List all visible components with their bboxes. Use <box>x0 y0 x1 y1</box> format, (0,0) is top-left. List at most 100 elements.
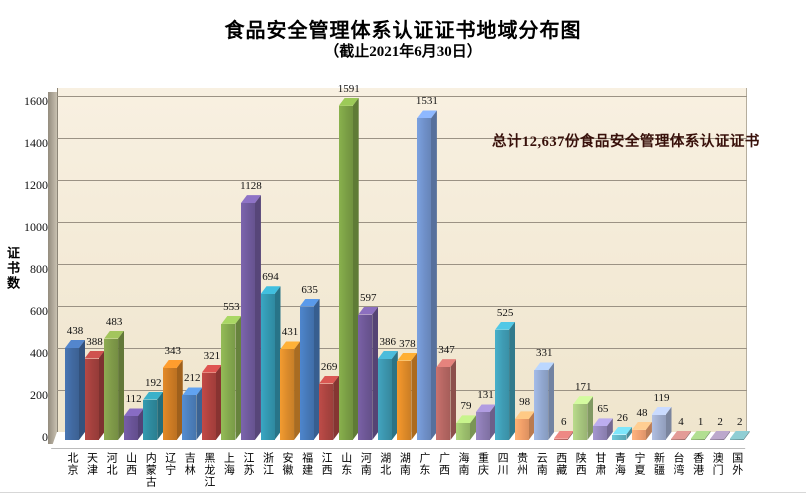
bar-top-face <box>436 359 457 368</box>
gridline <box>57 222 747 223</box>
bar-湖北 <box>377 350 398 440</box>
bar-江西 <box>319 375 340 440</box>
bar-value-label: 1591 <box>337 82 360 95</box>
bar-top-face <box>534 362 555 371</box>
bar-陕西 <box>573 396 594 440</box>
gridline <box>57 264 747 265</box>
bar-front-face <box>456 423 470 440</box>
bar-top-face <box>456 415 476 424</box>
bar-青海 <box>612 426 633 440</box>
x-tick-label: 江西 <box>320 452 333 476</box>
bar-重庆 <box>475 404 496 440</box>
bar-value-label: 347 <box>438 344 455 357</box>
bar-top-face <box>377 350 398 359</box>
bar-top-face <box>416 110 437 119</box>
x-tick-label: 四川 <box>496 452 509 476</box>
bar-海南 <box>456 415 476 440</box>
x-tick-label: 西藏 <box>554 452 567 476</box>
bar-top-face <box>65 340 85 349</box>
bar-front-face <box>299 306 314 440</box>
bar-front-face <box>651 415 666 440</box>
bar-top-face <box>260 286 281 295</box>
bar-front-face <box>710 439 725 440</box>
bar-front-face <box>143 399 158 440</box>
bar-value-label: 1 <box>697 416 704 428</box>
bar-top-face <box>475 404 496 413</box>
x-tick-label: 新疆 <box>652 452 665 476</box>
x-tick-label: 贵州 <box>515 452 528 476</box>
x-tick-label: 青海 <box>613 452 626 476</box>
x-tick-label: 河南 <box>359 452 372 476</box>
bar-value-label: 269 <box>320 360 338 373</box>
bar-side-face <box>313 298 320 440</box>
bar-value-label: 431 <box>281 326 299 339</box>
chart-title: 食品安全管理体系认证证书地域分布图 <box>224 20 582 42</box>
bar-front-face <box>397 360 412 440</box>
x-tick-label: 宁夏 <box>632 452 645 476</box>
bar-江苏 <box>240 195 261 440</box>
bar-side-face <box>294 341 301 440</box>
bar-云南 <box>534 362 555 440</box>
x-tick-label: 台湾 <box>672 452 685 476</box>
x-tick-label: 浙江 <box>261 452 274 476</box>
bar-front-face <box>377 358 392 440</box>
bar-吉林 <box>182 387 203 440</box>
bar-广西 <box>436 359 457 440</box>
bar-side-face <box>79 340 85 440</box>
x-tick-label: 河北 <box>105 452 118 476</box>
bar-front-face <box>104 338 119 440</box>
bar-top-face <box>221 315 242 324</box>
bar-辽宁 <box>162 359 183 440</box>
bar-香港 <box>690 431 711 440</box>
bar-value-label: 171 <box>575 381 592 394</box>
bar-四川 <box>495 321 516 440</box>
bar-side-face <box>352 97 359 440</box>
bar-value-label: 388 <box>86 335 103 348</box>
y-tick-label: 1600 <box>24 94 48 108</box>
bar-top-face <box>123 408 144 417</box>
bar-value-label: 343 <box>164 344 182 357</box>
page-divider-line <box>0 492 806 493</box>
bar-value-label: 48 <box>636 406 648 419</box>
bar-front-face <box>534 370 549 440</box>
x-tick-label: 江苏 <box>241 452 254 476</box>
bar-value-label: 321 <box>203 349 221 362</box>
bar-value-label: 65 <box>597 403 609 416</box>
bar-front-face <box>221 323 236 440</box>
bar-top-face <box>612 426 633 435</box>
bar-top-face <box>201 364 222 373</box>
x-tick-label: 吉林 <box>183 452 196 476</box>
gridline <box>57 138 747 139</box>
bar-value-label: 386 <box>379 335 397 348</box>
bar-side-face <box>548 362 555 440</box>
y-tick-label: 1400 <box>24 136 48 150</box>
bar-front-face <box>573 404 588 440</box>
bar-front-face <box>416 118 431 440</box>
bar-side-face <box>118 330 125 440</box>
bar-side-face <box>665 407 672 440</box>
bar-上海 <box>221 315 242 440</box>
bar-top-face <box>299 298 320 307</box>
bar-河北 <box>104 330 125 440</box>
bar-side-face <box>704 431 711 440</box>
bar-front-face <box>319 383 334 440</box>
bar-front-face <box>729 439 744 440</box>
bar-side-face <box>215 364 222 440</box>
bar-宁夏 <box>631 421 652 440</box>
bar-top-face <box>338 97 359 106</box>
bar-side-face <box>626 426 633 440</box>
bar-side-face <box>333 375 340 440</box>
bar-front-face <box>514 419 529 440</box>
bar-top-face <box>573 396 594 405</box>
bar-value-label: 131 <box>477 389 494 402</box>
bar-value-label: 192 <box>144 376 162 389</box>
bar-甘肃 <box>592 418 613 440</box>
bar-side-face <box>470 415 476 440</box>
bar-value-label: 331 <box>535 347 553 360</box>
bar-黑龙江 <box>201 364 222 440</box>
y-tick-label: 0 <box>42 430 48 444</box>
x-tick-label: 上海 <box>222 452 235 476</box>
bar-side-face <box>724 431 731 440</box>
bar-value-label: 2 <box>736 416 743 428</box>
x-tick-label: 山西 <box>124 452 137 476</box>
